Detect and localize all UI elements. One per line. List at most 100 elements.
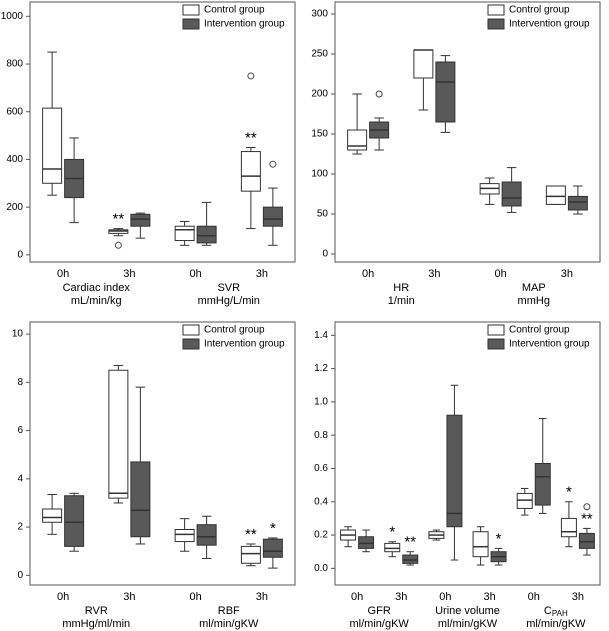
y-tick-label: 0: [17, 570, 23, 581]
x-tick-label: 0h: [190, 268, 202, 280]
x-tick-label: 3h: [395, 591, 407, 603]
group-label: CPAH: [544, 605, 568, 618]
group-unit: mmHg/ml/min: [62, 618, 130, 630]
outlier: [583, 503, 591, 511]
box: [130, 461, 151, 538]
outlier: [114, 241, 122, 249]
panel: 0.00.20.40.60.81.01.21.40h 3h 0h 3h 0h 3hGFRm…: [314, 321, 601, 630]
group-name: MAP: [522, 282, 546, 294]
group-unit: mmHg/L/min: [198, 295, 260, 307]
y-tick-label: 0.0: [314, 563, 328, 574]
y-tick-label: 0.6: [314, 463, 328, 474]
box: [196, 524, 217, 546]
box: [578, 532, 595, 549]
significance: **: [245, 526, 257, 543]
x-tick-label: 0h: [495, 268, 507, 280]
group-unit: mmHg: [518, 295, 550, 307]
x-tick-label: 3h: [256, 591, 268, 603]
box: [130, 213, 151, 227]
box: [446, 414, 463, 528]
legend-label: Intervention group: [204, 19, 285, 30]
group-label: GFR: [368, 605, 391, 617]
group-name: RVR: [85, 605, 108, 617]
group-unit: ml/min/gKW: [526, 618, 586, 630]
legend-swatch: [487, 4, 505, 16]
box: [472, 531, 489, 558]
group-name: SVR: [217, 282, 240, 294]
x-tick-label: 0h: [439, 591, 451, 603]
legend-label: Control group: [204, 5, 265, 16]
group-label: RBF: [218, 605, 240, 617]
legend-swatch: [182, 4, 200, 16]
y-tick-label: 1000: [1, 11, 24, 22]
y-tick-label: 800: [6, 59, 23, 70]
box: [174, 225, 195, 242]
y-tick-label: 300: [311, 9, 328, 20]
y-tick-label: 250: [311, 49, 328, 60]
box: [384, 542, 401, 553]
group-name: Cardiac index: [63, 282, 131, 294]
y-tick-label: 1.2: [314, 363, 328, 374]
plot-frame: [334, 1, 601, 263]
panel: 0 50 100 150 200 250 300 0h 3h 0h 3h HR1/min MAPmmHg…: [311, 1, 601, 307]
legend-label: Control group: [509, 5, 570, 16]
box: [501, 181, 522, 207]
legend-swatch: [182, 324, 200, 336]
x-tick-label: 0h: [190, 591, 202, 603]
significance: *: [270, 520, 276, 537]
plot-frame: [29, 1, 296, 263]
y-tick-label: 2: [17, 522, 23, 533]
legend-label: Control group: [509, 325, 570, 336]
x-tick-label: 0h: [57, 591, 69, 603]
box: [347, 129, 368, 151]
significance: **: [245, 129, 257, 146]
box: [174, 529, 195, 543]
y-tick-label: 8: [17, 377, 23, 388]
significance: **: [581, 510, 593, 527]
y-tick-label: 400: [6, 154, 23, 165]
y-tick-label: 200: [311, 89, 328, 100]
legend-swatch: [182, 18, 200, 30]
y-tick-label: 0.8: [314, 430, 328, 441]
box: [262, 206, 283, 227]
x-tick-label: 3h: [256, 268, 268, 280]
x-tick-label: 3h: [428, 268, 440, 280]
outlier: [269, 160, 277, 168]
x-tick-label: 3h: [572, 591, 584, 603]
box: [64, 495, 85, 547]
group-label: SVR: [217, 282, 240, 294]
group-name: Urine volume: [435, 605, 500, 617]
y-tick-label: 6: [17, 425, 23, 436]
box: [402, 554, 419, 564]
y-tick-label: 1.4: [314, 330, 328, 341]
box: [560, 517, 577, 538]
panel: 0 200 400 600 800 1000 0h 3h 0h 3h Cardiac indexmL…: [1, 1, 296, 307]
box: [567, 195, 588, 211]
y-tick-label: 0.2: [314, 530, 328, 541]
y-tick-label: 100: [311, 169, 328, 180]
box: [42, 508, 63, 523]
outlier: [375, 90, 383, 98]
box: [516, 492, 533, 509]
legend-label: Intervention group: [509, 339, 590, 350]
significance: **: [113, 211, 125, 228]
group-label: MAP: [522, 282, 546, 294]
group-name: HR: [393, 282, 409, 294]
legend-label: Intervention group: [509, 19, 590, 30]
group-unit: mL/min/kg: [71, 295, 122, 307]
legend-label: Control group: [204, 325, 265, 336]
y-tick-label: 0.4: [314, 496, 328, 507]
y-tick-label: 0: [322, 249, 328, 260]
group-unit: ml/min/gKW: [350, 618, 410, 630]
y-tick-label: 150: [311, 129, 328, 140]
y-tick-label: 0: [17, 249, 23, 260]
x-tick-label: 0h: [528, 591, 540, 603]
box: [534, 462, 551, 506]
group-label: HR: [393, 282, 409, 294]
group-name: C: [544, 605, 552, 617]
legend-label: Intervention group: [204, 339, 285, 350]
plot-frame: [29, 321, 296, 586]
significance: *: [566, 484, 572, 501]
